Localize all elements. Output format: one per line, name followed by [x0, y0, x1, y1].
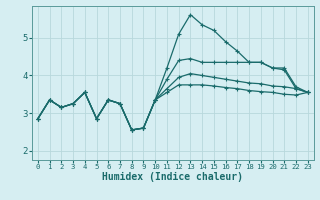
- X-axis label: Humidex (Indice chaleur): Humidex (Indice chaleur): [102, 172, 243, 182]
